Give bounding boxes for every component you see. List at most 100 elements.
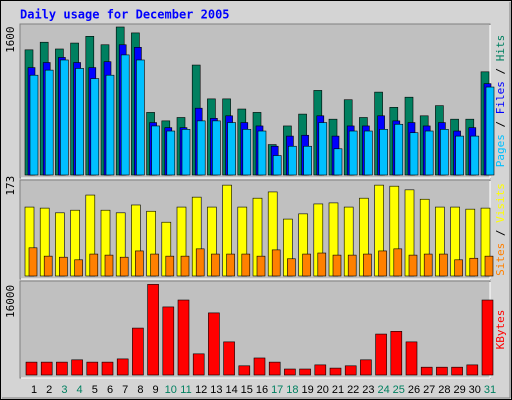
bar — [177, 299, 190, 376]
x-tick-label: 9 — [153, 384, 159, 396]
legend: Pages / Files / Hits — [494, 35, 507, 168]
legend-separator: / — [494, 61, 507, 81]
x-tick-label: 11 — [180, 384, 191, 396]
bar — [192, 353, 205, 376]
bar — [28, 247, 38, 277]
bar — [223, 341, 235, 376]
legend-entry: Visits — [494, 183, 507, 223]
bar — [59, 256, 68, 277]
bar — [119, 256, 129, 277]
bar — [196, 120, 206, 176]
bar — [469, 257, 479, 277]
y-tick-label: 173 — [4, 176, 17, 196]
x-tick-label: 22 — [347, 384, 359, 396]
bar — [211, 253, 220, 277]
bar — [363, 253, 372, 277]
bar — [424, 130, 434, 176]
legend: Sites / Visits — [494, 183, 507, 276]
bar — [136, 59, 145, 176]
y-tick-label: 16000 — [4, 285, 17, 318]
bar — [120, 54, 130, 176]
x-tick-label: 29 — [453, 384, 465, 396]
bar — [390, 330, 403, 376]
bar — [287, 258, 296, 277]
bar — [257, 130, 267, 176]
bar — [241, 253, 251, 277]
bar — [436, 366, 448, 376]
bar — [212, 120, 221, 176]
chart-title: Daily usage for December 2005 — [20, 8, 230, 22]
bar — [147, 284, 159, 376]
bar — [284, 368, 296, 376]
bar — [439, 253, 448, 277]
x-tick-label: 24 — [377, 384, 389, 396]
bar — [314, 364, 327, 376]
bar — [360, 359, 372, 376]
bar — [226, 253, 235, 277]
x-tick-label: 13 — [210, 384, 222, 396]
bar — [181, 129, 191, 176]
bar — [56, 361, 68, 376]
bar — [86, 361, 99, 376]
x-tick-label: 5 — [92, 384, 98, 396]
bar — [470, 135, 480, 176]
x-tick-label: 3 — [61, 384, 67, 396]
legend-entry: Pages — [494, 134, 507, 167]
bar — [271, 249, 281, 277]
legend-entry: Hits — [494, 35, 507, 62]
bar — [451, 366, 463, 376]
bar — [344, 365, 357, 376]
bar — [105, 74, 115, 176]
bar — [317, 252, 327, 277]
x-tick-label: 25 — [393, 384, 405, 396]
bar — [288, 145, 297, 176]
bar — [253, 357, 266, 376]
x-tick-label: 8 — [137, 384, 143, 396]
bar — [44, 69, 54, 176]
bar — [89, 253, 99, 277]
bar — [268, 361, 281, 376]
bar — [423, 253, 433, 277]
legend: KBytes — [494, 310, 507, 350]
x-tick-label: 17 — [271, 384, 283, 396]
bar — [393, 248, 403, 277]
bar — [332, 254, 342, 277]
bar — [162, 306, 175, 376]
x-tick-label: 7 — [122, 384, 128, 396]
bar — [348, 130, 358, 176]
bar — [29, 74, 39, 176]
bar — [195, 248, 205, 277]
bar — [318, 122, 328, 176]
x-tick-label: 23 — [362, 384, 374, 396]
bar — [256, 255, 266, 277]
bar — [208, 312, 220, 376]
x-tick-label: 28 — [438, 384, 450, 396]
x-tick-label: 26 — [408, 384, 420, 396]
x-tick-label: 6 — [107, 384, 113, 396]
y-tick-label: 1600 — [4, 26, 17, 53]
bar — [101, 361, 114, 376]
bar — [484, 255, 494, 277]
x-tick-label: 15 — [241, 384, 253, 396]
bar — [180, 255, 190, 277]
bar — [333, 148, 343, 176]
bar — [71, 359, 83, 376]
bar — [420, 366, 433, 376]
bar — [455, 135, 464, 176]
x-tick-label: 27 — [423, 384, 435, 396]
bar — [347, 254, 357, 277]
x-tick-label: 10 — [165, 384, 177, 396]
legend-separator: / — [494, 114, 507, 134]
bar — [116, 358, 129, 376]
bar — [227, 122, 236, 176]
bar — [485, 86, 495, 176]
bar — [60, 59, 69, 176]
bar — [151, 125, 160, 176]
x-tick-label: 4 — [77, 384, 83, 396]
bar — [409, 132, 419, 176]
bar — [329, 367, 342, 376]
bar — [25, 361, 38, 376]
bar — [74, 259, 83, 277]
x-tick-label: 21 — [332, 384, 344, 396]
